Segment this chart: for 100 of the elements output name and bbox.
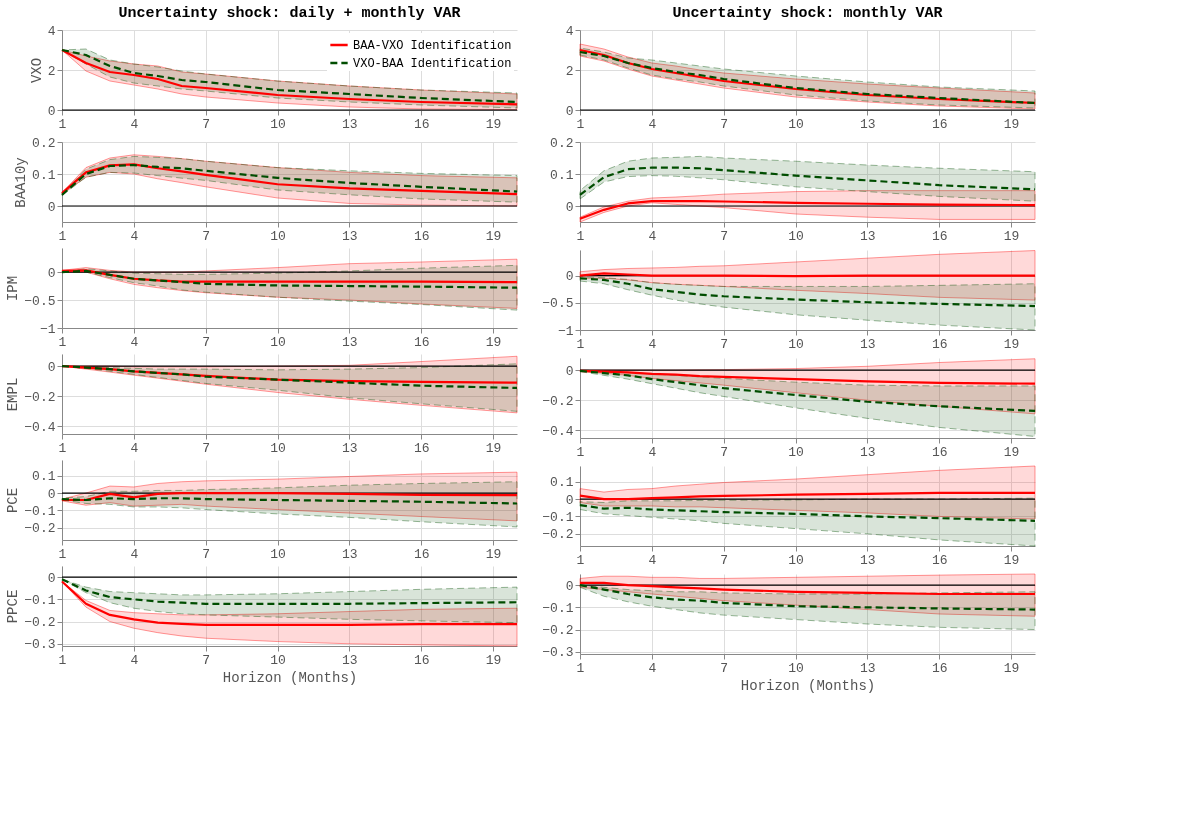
y-tick-label: 0	[565, 578, 574, 594]
y-tick-label: 0	[47, 359, 56, 375]
y-tick-label: 4	[565, 23, 574, 39]
x-tick-label: 16	[931, 444, 948, 460]
x-tick-label: 19	[485, 440, 502, 456]
x-tick-label: 19	[1003, 444, 1020, 460]
line-series	[578, 584, 1037, 611]
x-tick-label: 16	[931, 552, 948, 568]
line-series	[578, 166, 1037, 196]
y-tick-label: 0	[47, 103, 56, 119]
line-series	[578, 491, 1037, 501]
x-tick-label: 10	[270, 116, 286, 132]
x-tick-label: 13	[342, 546, 358, 562]
x-tick-label: 13	[860, 552, 876, 568]
y-tick-label: −1	[557, 323, 574, 339]
x-tick-label: 16	[413, 334, 430, 350]
y-tick-label: −0.1	[24, 592, 56, 608]
x-tick-label: 16	[413, 440, 430, 456]
x-tick-label: 13	[342, 116, 358, 132]
x-tick-label: 19	[1003, 336, 1020, 352]
y-tick-label: 2	[47, 63, 56, 79]
x-tick-label: 13	[860, 660, 876, 676]
x-tick-label: 10	[270, 652, 286, 668]
x-tick-label: 1	[576, 336, 585, 352]
x-tick-label: 19	[485, 228, 502, 244]
y-tick-label: 0.1	[32, 167, 56, 183]
x-tick-label: 19	[1003, 552, 1020, 568]
x-tick-label: 10	[788, 552, 804, 568]
x-axis-title: Horizon (Months)	[222, 669, 358, 686]
legend-label: BAA-VXO Identification	[353, 39, 512, 53]
x-tick-label: 7	[202, 546, 211, 562]
x-tick-label: 10	[788, 228, 804, 244]
y-axis-title: BAA10y	[13, 157, 30, 208]
x-tick-label: 10	[270, 334, 286, 350]
x-tick-label: 7	[202, 334, 211, 350]
x-tick-label: 7	[202, 440, 211, 456]
x-tick-label: 13	[860, 116, 876, 132]
y-tick-label: −0.4	[24, 419, 56, 435]
y-tick-label: 0.2	[550, 135, 574, 151]
x-tick-label: 7	[720, 552, 729, 568]
x-tick-label: 13	[342, 228, 358, 244]
x-tick-label: 1	[576, 116, 585, 132]
x-tick-label: 7	[202, 116, 211, 132]
line-series	[578, 504, 1037, 522]
x-tick-label: 1	[576, 552, 585, 568]
y-tick-label: −0.2	[24, 389, 56, 405]
x-tick-label: 4	[648, 336, 657, 352]
x-tick-label: 13	[342, 334, 358, 350]
x-tick-label: 1	[576, 660, 585, 676]
y-tick-label: 0.1	[32, 469, 56, 485]
x-tick-label: 13	[860, 228, 876, 244]
x-tick-label: 16	[931, 336, 948, 352]
y-tick-label: 0	[565, 269, 574, 285]
x-tick-label: 7	[202, 652, 211, 668]
y-tick-label: 2	[565, 63, 574, 79]
y-tick-label: −1	[39, 321, 56, 337]
chart-title: Uncertainty shock: monthly VAR	[672, 5, 943, 22]
x-tick-label: 1	[58, 228, 67, 244]
y-tick-label: 0	[47, 265, 56, 281]
x-tick-label: 7	[720, 336, 729, 352]
x-tick-label: 16	[413, 652, 430, 668]
line-series	[578, 369, 1037, 412]
y-tick-label: −0.5	[24, 293, 56, 309]
y-axis-title: EMPL	[5, 377, 22, 412]
x-tick-label: 19	[1003, 660, 1020, 676]
line-series	[60, 491, 519, 502]
line-series	[60, 163, 519, 196]
y-tick-label: 0	[565, 199, 574, 215]
x-tick-label: 10	[788, 660, 804, 676]
line-series	[60, 578, 519, 605]
x-tick-label: 4	[648, 552, 657, 568]
y-axis-title: IPM	[5, 275, 22, 302]
y-tick-label: 0	[47, 199, 56, 215]
x-tick-label: 19	[485, 546, 502, 562]
x-tick-label: 1	[576, 228, 585, 244]
x-tick-label: 7	[720, 444, 729, 460]
x-tick-label: 16	[413, 546, 430, 562]
x-axis-title: Horizon (Months)	[740, 677, 876, 694]
y-tick-label: −0.2	[24, 521, 56, 537]
x-tick-label: 4	[130, 116, 139, 132]
x-tick-label: 1	[58, 116, 67, 132]
x-tick-label: 10	[270, 440, 286, 456]
y-tick-label: 0	[565, 103, 574, 119]
x-tick-label: 19	[485, 116, 502, 132]
line-series	[578, 581, 1037, 596]
x-tick-label: 10	[788, 116, 804, 132]
x-tick-label: 16	[931, 660, 948, 676]
line-series	[60, 269, 519, 284]
y-axis-title: PPCE	[5, 589, 22, 624]
y-tick-label: −0.3	[542, 645, 574, 661]
x-tick-label: 13	[860, 336, 876, 352]
x-tick-label: 19	[485, 652, 502, 668]
x-tick-label: 19	[1003, 228, 1020, 244]
y-tick-label: 0	[565, 363, 574, 379]
x-tick-label: 4	[648, 228, 657, 244]
y-tick-label: 0.2	[32, 135, 56, 151]
y-tick-label: 0.1	[550, 475, 574, 491]
y-tick-label: −0.5	[542, 296, 574, 312]
y-axis-title: VXO	[28, 57, 45, 84]
x-tick-label: 4	[648, 444, 657, 460]
